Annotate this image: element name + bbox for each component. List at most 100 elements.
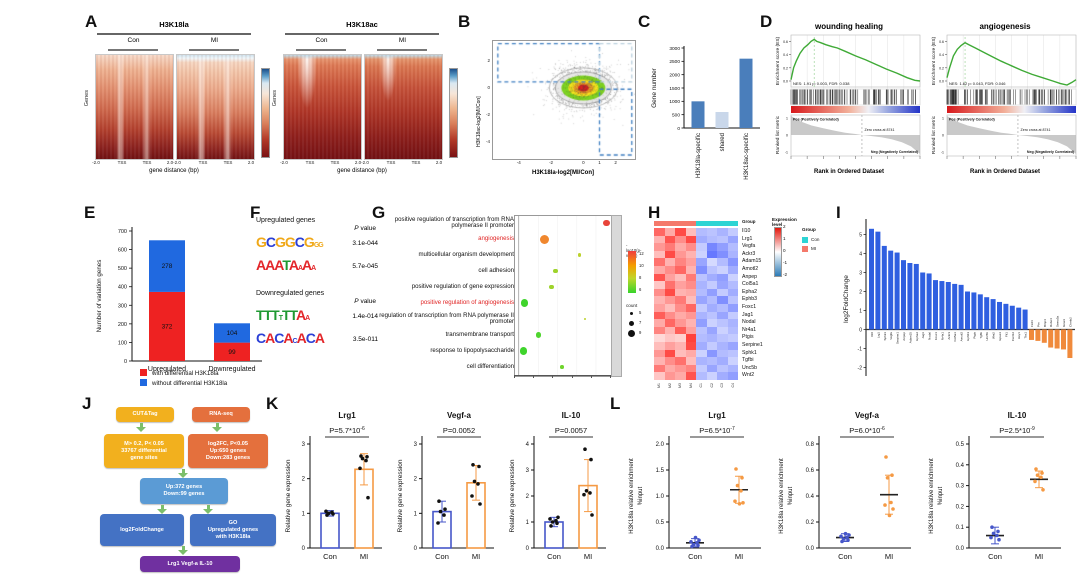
group-legend-label: MI [811, 246, 817, 251]
data-point [1034, 467, 1038, 471]
heatmap-row [654, 250, 738, 269]
signal-heatmap [95, 54, 174, 160]
heatmap-cell [727, 228, 738, 236]
svg-text:Ackr3: Ackr3 [947, 332, 951, 340]
bar [997, 301, 1002, 330]
motif-letter: G [318, 241, 324, 249]
svg-text:0: 0 [859, 327, 862, 333]
heatmap-cell [675, 273, 686, 282]
motif-letter: C [274, 329, 284, 346]
go-term-label: response to lipopolysaccharide [430, 346, 514, 354]
svg-text:600: 600 [118, 248, 127, 254]
svg-text:1500: 1500 [669, 86, 680, 92]
svg-text:0.1: 0.1 [956, 525, 965, 531]
svg-text:500: 500 [672, 112, 680, 118]
size-legend-dot [629, 311, 633, 315]
go-term-cell [518, 231, 615, 247]
heatmap-cell [717, 273, 728, 282]
signal-heatmap [176, 54, 255, 160]
motif-letter: C [265, 233, 276, 250]
plot-il-10: 0.0 0.1 0.2 0.3 0.4 0.5 IL-10 P=2.5*10-9 Con MI H3… [929, 411, 1061, 561]
flowchart-box: log2FoldChange [100, 514, 184, 546]
gene-label: Nodal [742, 319, 756, 326]
motif-letter: A [314, 329, 325, 346]
svg-text:400: 400 [118, 285, 127, 291]
svg-text:MI: MI [735, 552, 743, 561]
heatmap-cell [685, 258, 696, 266]
svg-text:Zero cross at 8741: Zero cross at 8741 [865, 128, 895, 132]
svg-text:H3K18la relative enrichment: H3K18la relative enrichment [779, 458, 785, 534]
x-tick-label: 2 [614, 160, 617, 165]
heatmap-cell [706, 235, 717, 244]
panel-j: J CUT&Tag RNA-seq M> 0.2, P< 0.05 33767 dif… [82, 394, 282, 584]
motif-logos: Upregulated genes P value GCGGCGGG 3.1e-… [256, 215, 378, 351]
flowchart-box-line: M> 0.2, P< 0.05 [124, 440, 164, 447]
heatmap-cell [654, 296, 665, 304]
size-legend-dot [627, 329, 635, 337]
svg-text:Fzd4: Fzd4 [1030, 320, 1034, 327]
svg-text:100: 100 [118, 340, 127, 346]
data-point [443, 507, 447, 511]
motif-letter: A [297, 264, 303, 272]
svg-text:Con: Con [688, 552, 702, 561]
go-term-row: positive regulation of transcription fro… [374, 215, 615, 231]
data-point [741, 501, 745, 505]
motif-row: GCGGCGGG 3.1e-044 [256, 232, 378, 255]
heatmap-row [654, 243, 738, 261]
svg-text:0: 0 [786, 134, 788, 138]
heatmap-cell [706, 250, 717, 259]
column-label: C1 [699, 383, 703, 388]
heatmap-row [654, 319, 738, 337]
bar [1003, 303, 1009, 330]
motif-letter: A [311, 264, 316, 272]
svg-text:with differential H3K18la: with differential H3K18la [151, 370, 219, 377]
bar [1022, 309, 1028, 330]
heatmap-cell [706, 266, 717, 274]
panel-e: E 0 100 200 300 400 500 600 700 372 278 Upregulate… [84, 203, 284, 391]
data-point [548, 517, 552, 521]
heatmap-cell [675, 349, 686, 358]
heatmap-cell [696, 273, 707, 282]
size-legend-tick: 5 [639, 310, 642, 315]
svg-text:Con: Con [838, 552, 852, 561]
bar [901, 260, 906, 330]
heatmap-cell [727, 250, 738, 259]
x-tick-label: TSS [198, 160, 208, 165]
heatmap-row [654, 349, 738, 368]
svg-text:Vegfa: Vegfa [889, 332, 893, 340]
bar [920, 272, 926, 330]
bar [888, 250, 894, 330]
flowchart-box-line: with H3K18la [215, 533, 251, 540]
heatmap-cell [706, 364, 717, 373]
color-legend-gradient [628, 251, 636, 293]
flowchart-box-line: Down:283 genes [205, 454, 251, 461]
heatmap-cell [717, 357, 728, 365]
panel-a: A H3K18la Con -2.0 TSS TES 2.0 MI -2.0 TSS TES 2.0… [84, 12, 460, 194]
heatmap-cell [696, 334, 707, 342]
log2fc-chart: 5 4 3 2 1 0 -1 -2 Il10 Lrg1 Sphk1 Vegfa Serpine1 Anpe… [843, 219, 1075, 376]
go-term-cell [518, 263, 615, 279]
heatmap-cell [696, 266, 707, 274]
data-point [991, 531, 996, 536]
heatmap-cell [654, 311, 665, 320]
data-point [691, 542, 696, 547]
heatmap-cell [727, 258, 738, 266]
panel-b: B -4 -2 0 1 2 -4 -2 0 2 H3K18ac-log2[MI/Con] H3K… [458, 12, 638, 194]
motif-letter: C [305, 329, 316, 346]
svg-text:Con: Con [323, 552, 337, 561]
svg-text:Ranked list metric: Ranked list metric [931, 115, 937, 154]
color-legend-tick: 10 [639, 263, 644, 268]
heatmap-cell [706, 273, 717, 282]
heatmap-cell [675, 228, 686, 236]
svg-text:0.0: 0.0 [939, 80, 944, 84]
heatmap-cell [685, 342, 696, 350]
data-point [472, 479, 477, 484]
rank-colorbar [791, 106, 920, 113]
motif-letter: A [265, 329, 275, 346]
heatmap-cell [717, 296, 728, 304]
variation-genes-stacked-bar: 0 100 200 300 400 500 600 700 372 278 Upregulated 9… [92, 213, 282, 398]
condition-label: Con [127, 37, 140, 44]
svg-text:5: 5 [859, 232, 862, 238]
heatmap-cell [654, 266, 665, 274]
heatmap-cell [675, 357, 686, 365]
